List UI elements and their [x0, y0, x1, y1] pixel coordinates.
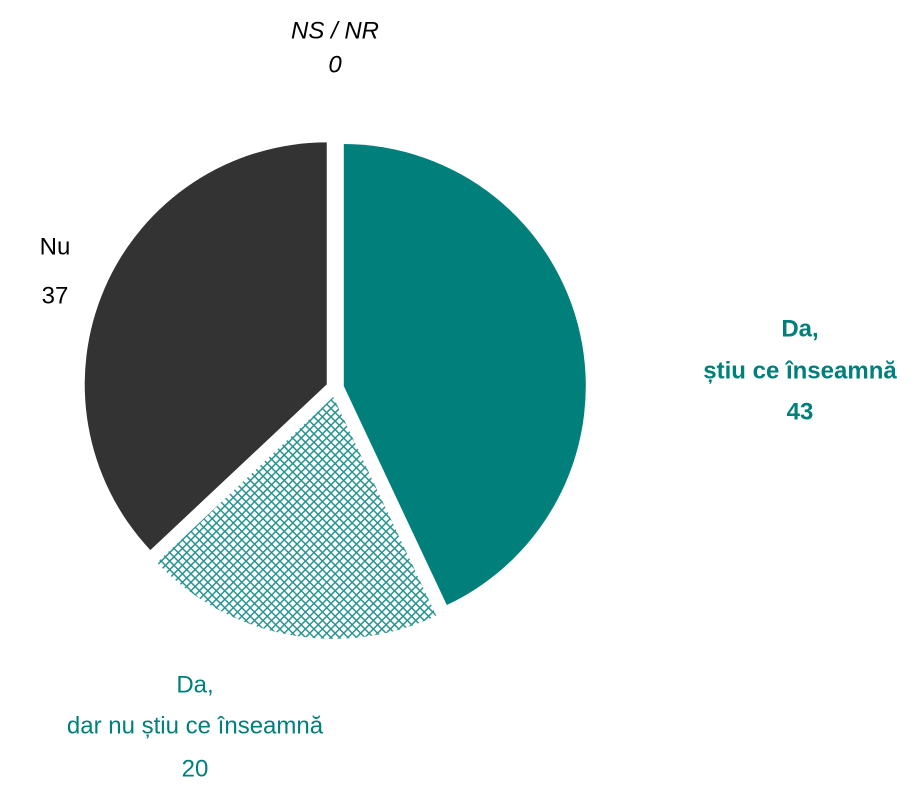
slice-value: 43 — [787, 398, 814, 425]
slice-value: 0 — [328, 51, 342, 78]
slice-value: 20 — [182, 755, 209, 782]
slice-label: Da, — [176, 671, 213, 698]
slice-label: NS / NR — [291, 17, 379, 44]
slice-label: știu ce înseamnă — [703, 357, 897, 384]
slice-label: Da, — [781, 315, 818, 342]
slice-label: dar nu știu ce înseamnă — [67, 712, 324, 739]
slice-label: Nu — [40, 233, 71, 260]
slice-value: 37 — [42, 282, 69, 309]
pie-slice — [156, 396, 437, 639]
pie-slice — [343, 144, 586, 606]
pie-slice — [84, 142, 327, 551]
